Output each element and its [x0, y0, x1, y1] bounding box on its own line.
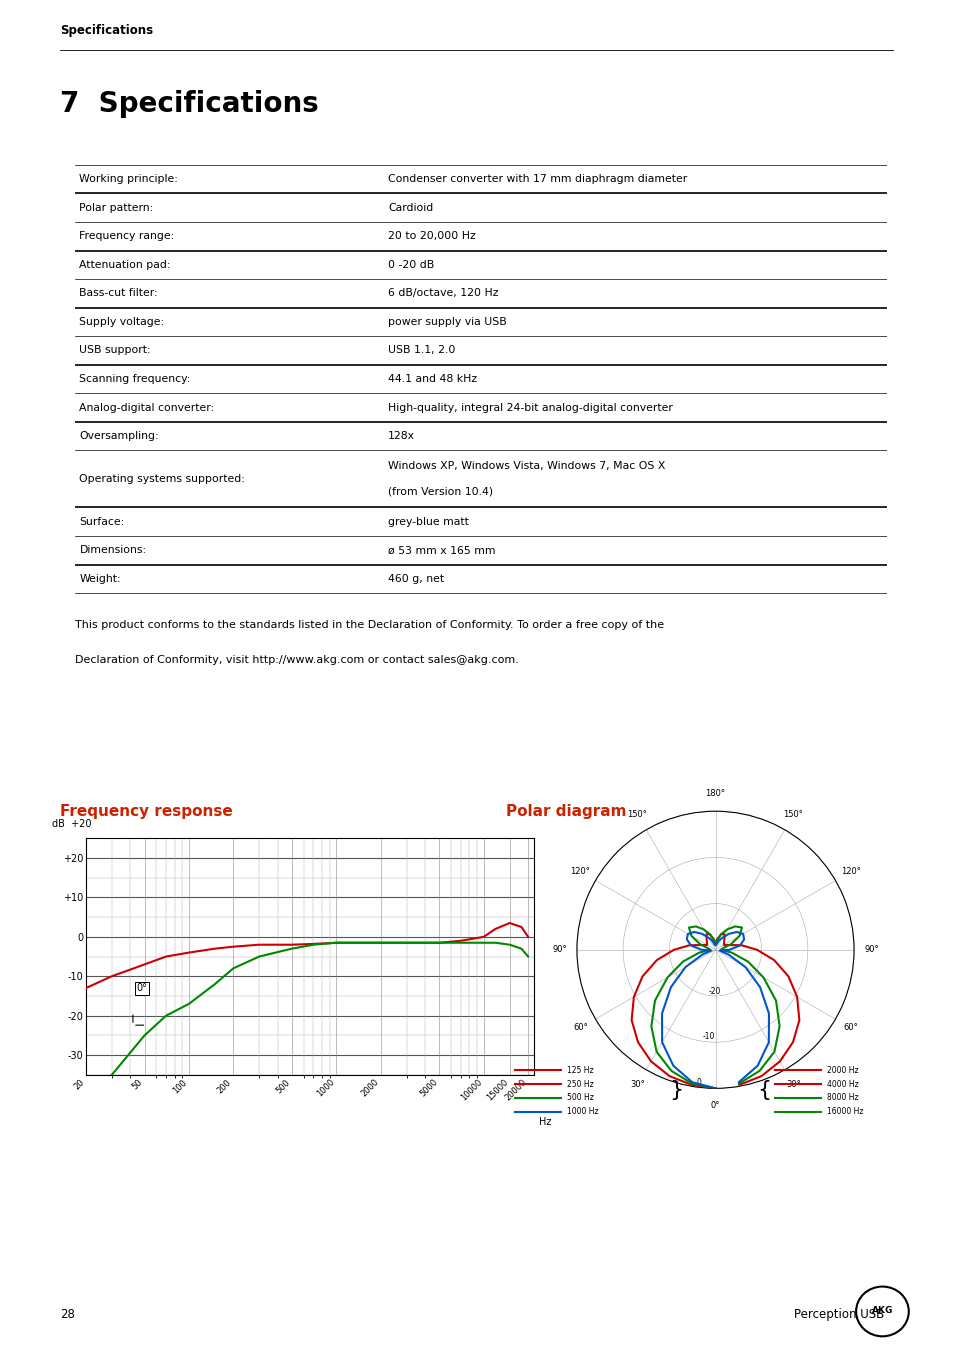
Text: USB 1.1, 2.0: USB 1.1, 2.0	[388, 346, 455, 356]
Text: Supply voltage:: Supply voltage:	[79, 316, 164, 327]
Text: 0 -20 dB: 0 -20 dB	[388, 260, 434, 270]
Text: -10: -10	[702, 1033, 714, 1041]
Text: 500 Hz: 500 Hz	[566, 1094, 594, 1102]
Text: Polar diagram: Polar diagram	[505, 803, 625, 819]
Text: power supply via USB: power supply via USB	[388, 316, 506, 327]
Text: {: {	[757, 1080, 771, 1099]
Text: This product conforms to the standards listed in the Declaration of Conformity. : This product conforms to the standards l…	[75, 619, 664, 630]
Text: Weight:: Weight:	[79, 573, 121, 584]
Text: grey-blue matt: grey-blue matt	[388, 516, 468, 527]
Text: 16000 Hz: 16000 Hz	[826, 1107, 862, 1117]
Text: Frequency range:: Frequency range:	[79, 231, 174, 241]
Text: Operating systems supported:: Operating systems supported:	[79, 475, 245, 484]
Text: 1000 Hz: 1000 Hz	[566, 1107, 598, 1117]
Text: }: }	[668, 1080, 682, 1099]
Text: 0: 0	[696, 1078, 700, 1087]
Text: 128x: 128x	[388, 431, 415, 441]
Text: 20 to 20,000 Hz: 20 to 20,000 Hz	[388, 231, 476, 241]
Text: ø 53 mm x 165 mm: ø 53 mm x 165 mm	[388, 545, 495, 556]
Text: 2000 Hz: 2000 Hz	[826, 1065, 858, 1075]
Text: Windows XP, Windows Vista, Windows 7, Mac OS X: Windows XP, Windows Vista, Windows 7, Ma…	[388, 461, 664, 472]
Text: 125 Hz: 125 Hz	[566, 1065, 593, 1075]
Text: 6 dB/octave, 120 Hz: 6 dB/octave, 120 Hz	[388, 288, 497, 299]
Text: 7  Specifications: 7 Specifications	[60, 89, 318, 118]
Text: Declaration of Conformity, visit http://www.akg.com or contact sales@akg.com.: Declaration of Conformity, visit http://…	[75, 654, 518, 665]
Text: 460 g, net: 460 g, net	[388, 573, 443, 584]
Text: Working principle:: Working principle:	[79, 174, 178, 184]
Text: 44.1 and 48 kHz: 44.1 and 48 kHz	[388, 375, 476, 384]
Text: Scanning frequency:: Scanning frequency:	[79, 375, 191, 384]
Text: USB support:: USB support:	[79, 346, 151, 356]
Text: Frequency response: Frequency response	[60, 803, 233, 819]
Text: Surface:: Surface:	[79, 516, 125, 527]
Text: Perception USB: Perception USB	[793, 1307, 883, 1321]
Text: 28: 28	[60, 1307, 75, 1321]
Text: Cardioid: Cardioid	[388, 203, 433, 212]
Text: 250 Hz: 250 Hz	[566, 1079, 593, 1088]
Text: AKG: AKG	[871, 1306, 892, 1315]
Text: Dimensions:: Dimensions:	[79, 545, 147, 556]
Text: -20: -20	[708, 987, 720, 995]
Text: (from Version 10.4): (from Version 10.4)	[388, 487, 493, 496]
Text: Bass-cut filter:: Bass-cut filter:	[79, 288, 158, 299]
Text: Hz: Hz	[538, 1117, 551, 1128]
Text: Oversampling:: Oversampling:	[79, 431, 159, 441]
Text: 0°: 0°	[136, 983, 147, 994]
Text: High-quality, integral 24-bit analog-digital converter: High-quality, integral 24-bit analog-dig…	[388, 403, 672, 412]
Text: 4000 Hz: 4000 Hz	[826, 1079, 858, 1088]
Text: Polar pattern:: Polar pattern:	[79, 203, 153, 212]
Text: Attenuation pad:: Attenuation pad:	[79, 260, 171, 270]
Text: dB  +20: dB +20	[52, 819, 91, 829]
Text: Analog-digital converter:: Analog-digital converter:	[79, 403, 214, 412]
Text: 8000 Hz: 8000 Hz	[826, 1094, 858, 1102]
Text: Condenser converter with 17 mm diaphragm diameter: Condenser converter with 17 mm diaphragm…	[388, 174, 686, 184]
Text: Specifications: Specifications	[60, 24, 153, 38]
